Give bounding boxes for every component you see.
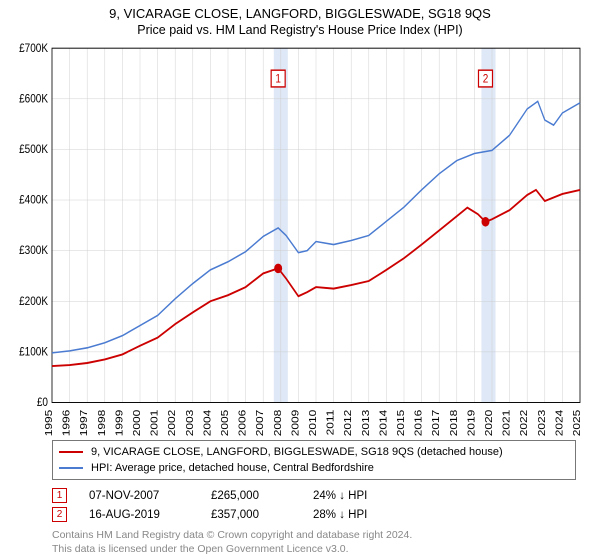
- legend-item: HPI: Average price, detached house, Cent…: [59, 460, 569, 476]
- legend-label: 9, VICARAGE CLOSE, LANGFORD, BIGGLESWADE…: [91, 444, 503, 460]
- svg-text:2014: 2014: [378, 410, 389, 436]
- legend-label: HPI: Average price, detached house, Cent…: [91, 460, 374, 476]
- svg-text:£600K: £600K: [19, 93, 48, 106]
- svg-text:£200K: £200K: [19, 295, 48, 308]
- svg-text:1997: 1997: [79, 410, 90, 436]
- svg-text:2023: 2023: [537, 410, 548, 436]
- svg-text:2011: 2011: [325, 410, 336, 436]
- sale-date: 07-NOV-2007: [89, 490, 189, 502]
- svg-text:2009: 2009: [290, 410, 301, 436]
- sale-diff: 28% ↓ HPI: [313, 509, 367, 521]
- svg-text:2001: 2001: [149, 410, 160, 436]
- sale-marker-dot-2: [481, 217, 489, 227]
- svg-text:2022: 2022: [519, 410, 530, 436]
- svg-text:2010: 2010: [308, 410, 319, 436]
- svg-text:1999: 1999: [114, 410, 125, 436]
- chart-container: 9, VICARAGE CLOSE, LANGFORD, BIGGLESWADE…: [0, 0, 600, 560]
- chart-title: 9, VICARAGE CLOSE, LANGFORD, BIGGLESWADE…: [8, 6, 592, 21]
- chart-area: £0 £100K £200K £300K £400K £500K £600K £700K 199…: [8, 41, 592, 436]
- footer-attribution: Contains HM Land Registry data © Crown c…: [52, 528, 576, 556]
- sale-marker-dot-1: [274, 264, 282, 274]
- svg-text:£700K: £700K: [19, 42, 48, 55]
- sale-row: 1 07-NOV-2007 £265,000 24% ↓ HPI: [52, 486, 576, 505]
- svg-text:2003: 2003: [185, 410, 196, 436]
- svg-text:2019: 2019: [466, 410, 477, 436]
- svg-text:2013: 2013: [361, 410, 372, 436]
- svg-text:£100K: £100K: [19, 346, 48, 359]
- svg-text:£300K: £300K: [19, 244, 48, 257]
- svg-text:2006: 2006: [237, 410, 248, 436]
- sale-diff: 24% ↓ HPI: [313, 490, 367, 502]
- sales-table: 1 07-NOV-2007 £265,000 24% ↓ HPI 2 16-AUG-201…: [52, 486, 576, 524]
- footer-line-2: This data is licensed under the Open Gov…: [52, 542, 576, 556]
- svg-text:£0: £0: [37, 396, 48, 409]
- title-block: 9, VICARAGE CLOSE, LANGFORD, BIGGLESWADE…: [8, 6, 592, 37]
- svg-text:2002: 2002: [167, 410, 178, 436]
- svg-text:1995: 1995: [44, 410, 55, 436]
- sale-marker-icon: 2: [52, 507, 67, 522]
- svg-text:2012: 2012: [343, 410, 354, 436]
- svg-text:2018: 2018: [449, 410, 460, 436]
- svg-text:2017: 2017: [431, 410, 442, 436]
- svg-text:2000: 2000: [132, 410, 143, 436]
- svg-text:1: 1: [275, 73, 281, 86]
- sale-date: 16-AUG-2019: [89, 509, 189, 521]
- svg-text:2: 2: [483, 73, 489, 86]
- chart-svg: £0 £100K £200K £300K £400K £500K £600K £700K 199…: [8, 41, 592, 436]
- svg-text:2020: 2020: [484, 410, 495, 436]
- svg-text:2015: 2015: [396, 410, 407, 436]
- sale-price: £357,000: [211, 509, 291, 521]
- svg-text:2004: 2004: [202, 410, 213, 436]
- svg-text:2021: 2021: [501, 410, 512, 436]
- sale-price: £265,000: [211, 490, 291, 502]
- footer-line-1: Contains HM Land Registry data © Crown c…: [52, 528, 576, 542]
- chart-subtitle: Price paid vs. HM Land Registry's House …: [8, 23, 592, 37]
- svg-text:1998: 1998: [97, 410, 108, 436]
- sale-marker-icon: 1: [52, 488, 67, 503]
- svg-text:2008: 2008: [273, 410, 284, 436]
- legend-box: 9, VICARAGE CLOSE, LANGFORD, BIGGLESWADE…: [52, 440, 576, 480]
- svg-text:1996: 1996: [61, 410, 72, 436]
- legend-swatch: [59, 451, 83, 453]
- svg-text:2025: 2025: [572, 410, 583, 436]
- svg-text:2016: 2016: [413, 410, 424, 436]
- sale-row: 2 16-AUG-2019 £357,000 28% ↓ HPI: [52, 505, 576, 524]
- legend-swatch: [59, 467, 83, 469]
- svg-text:2005: 2005: [220, 410, 231, 436]
- svg-text:£500K: £500K: [19, 143, 48, 156]
- svg-text:2007: 2007: [255, 410, 266, 436]
- svg-text:2024: 2024: [554, 410, 565, 436]
- legend-item: 9, VICARAGE CLOSE, LANGFORD, BIGGLESWADE…: [59, 444, 569, 460]
- svg-text:£400K: £400K: [19, 194, 48, 207]
